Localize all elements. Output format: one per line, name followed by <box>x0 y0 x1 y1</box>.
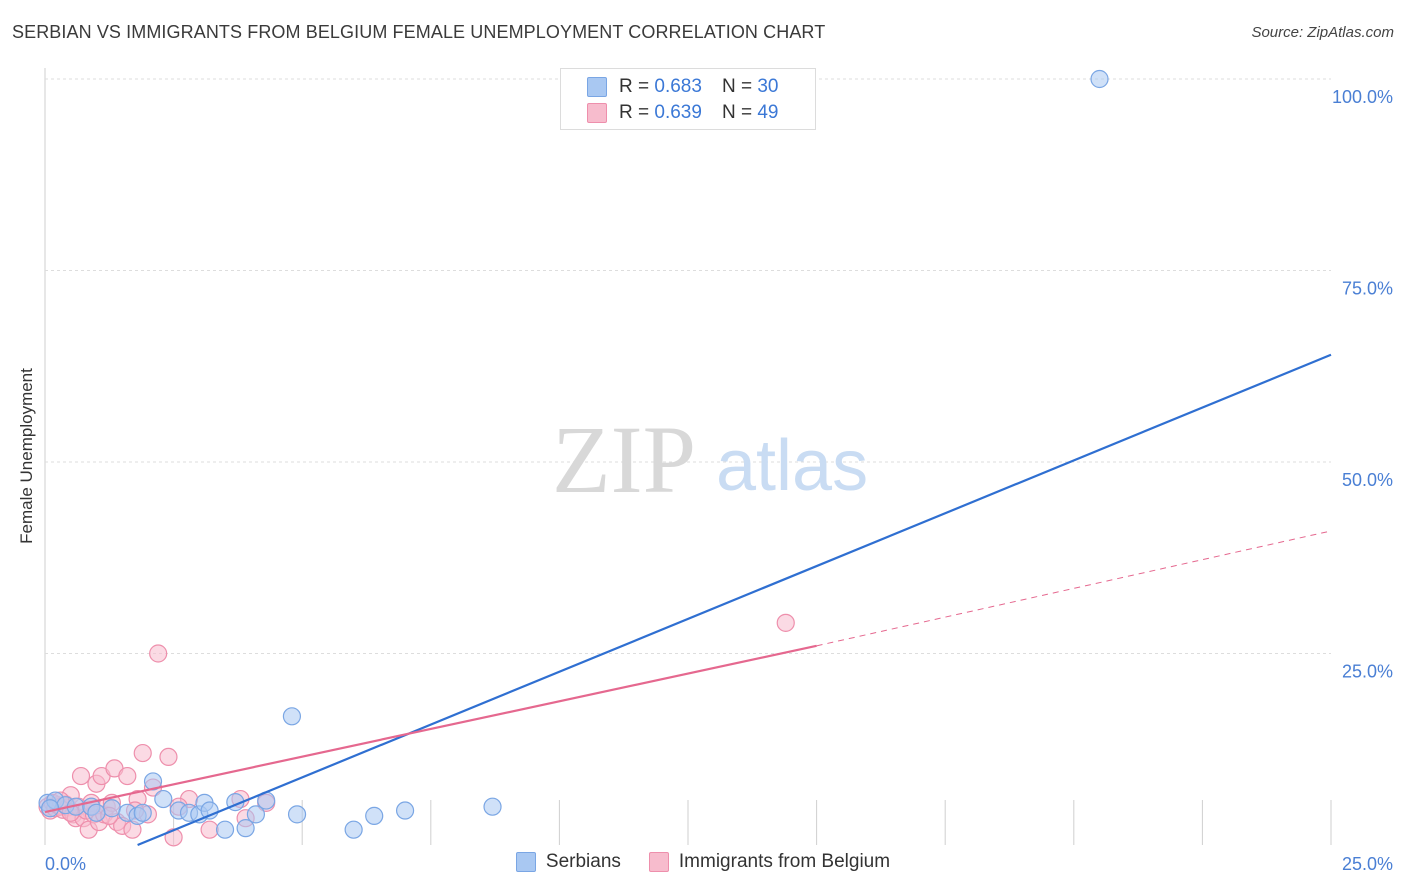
serbians-point <box>1090 69 1109 89</box>
immigrants-belgium-legend-label: Immigrants from Belgium <box>678 851 891 872</box>
serbians-legend-label: Serbians <box>545 851 621 872</box>
serbians-point <box>483 797 502 816</box>
r-value: 0.639 <box>654 102 702 123</box>
y-tick-label: 25.0% <box>1342 662 1393 682</box>
serbians-point <box>215 820 235 839</box>
stats-legend: R = 0.683 N = 30 R = 0.639 N = 49 <box>560 68 816 130</box>
serbians-point <box>287 805 307 824</box>
immigrants-belgium-point <box>159 747 178 767</box>
immigrants-belgium-point <box>118 766 137 786</box>
immigrants-belgium-point <box>71 766 91 786</box>
serbians-point <box>102 799 121 818</box>
series-legend: Serbians Immigrants from Belgium <box>0 851 1406 873</box>
serbians-legend-swatch <box>515 852 536 872</box>
serbians-point <box>246 805 266 824</box>
immigrants-belgium-point <box>776 613 795 632</box>
serbians-point <box>133 803 152 822</box>
x-tick-labels: 0.0% 25.0% <box>45 854 1393 874</box>
serbians-point <box>365 806 384 825</box>
legend-item-immigrants-belgium[interactable]: Immigrants from Belgium <box>648 851 891 873</box>
legend-item-serbians[interactable]: Serbians <box>515 851 621 873</box>
chart-title: SERBIAN VS IMMIGRANTS FROM BELGIUM FEMAL… <box>12 22 826 42</box>
immigrants-belgium-trend-extension <box>816 530 1332 647</box>
y-tick-label: 75.0% <box>1342 279 1393 299</box>
immigrants-belgium-trend-line <box>44 644 817 814</box>
watermark-atlas: atlas <box>716 426 868 506</box>
n-label: N = <box>721 102 753 123</box>
serbians-point <box>282 707 302 726</box>
immigrants-belgium-legend-swatch <box>648 852 669 872</box>
immigrants-belgium-swatch <box>587 103 607 123</box>
serbians-point <box>143 772 163 791</box>
trend-lines <box>44 353 1332 847</box>
immigrants-belgium-point <box>133 743 152 763</box>
serbians-point <box>395 801 415 820</box>
serbians-trend-line <box>137 353 1332 847</box>
serbians-point <box>344 820 363 839</box>
r-value: 0.683 <box>654 76 702 97</box>
x-tick-label: 0.0% <box>45 854 86 874</box>
y-tick-label: 100.0% <box>1332 87 1393 107</box>
y-tick-label: 50.0% <box>1342 470 1393 490</box>
serbians-point <box>41 799 60 818</box>
serbians-point <box>236 819 255 838</box>
n-value: 49 <box>757 102 779 123</box>
legend-row-immigrants-belgium: R = 0.639 N = 49 <box>587 100 778 126</box>
serbians-point <box>154 789 173 809</box>
n-value: 30 <box>757 76 779 97</box>
r-label: R = <box>619 102 650 123</box>
serbians-swatch <box>587 77 607 97</box>
immigrants-belgium-point <box>149 644 168 663</box>
serbians-point <box>87 803 106 822</box>
n-label: N = <box>721 76 753 97</box>
x-tick-label: 25.0% <box>1342 854 1393 874</box>
r-label: R = <box>619 76 650 97</box>
source-label: Source: ZipAtlas.com <box>1251 24 1394 41</box>
y-tick-labels: 25.0% 50.0% 75.0% 100.0% <box>1332 87 1393 682</box>
watermark-zip: ZIP <box>552 406 696 513</box>
immigrants-belgium-point <box>200 820 219 839</box>
legend-row-serbians: R = 0.683 N = 30 <box>587 74 778 100</box>
